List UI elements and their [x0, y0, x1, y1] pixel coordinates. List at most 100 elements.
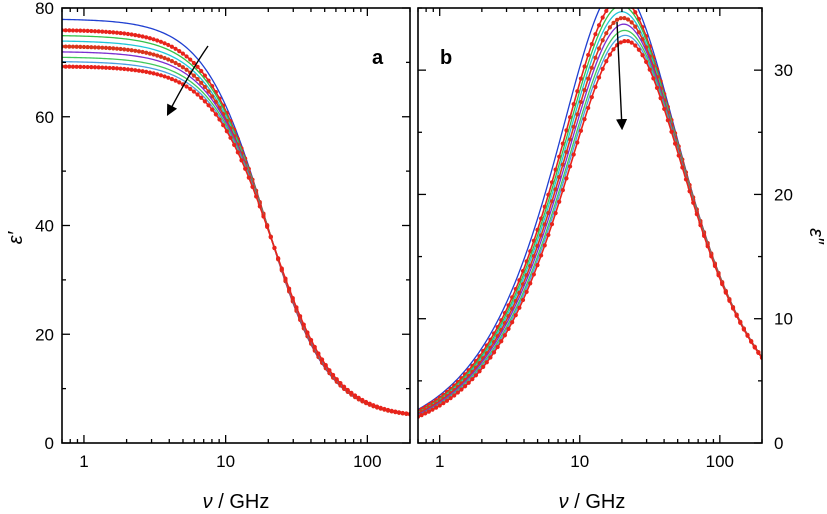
panel-a-series-4-point [118, 46, 123, 52]
panel-a-series-8-point [169, 76, 174, 82]
panel-a-series-4-point [206, 89, 211, 94]
panel-a-series-8-point [389, 408, 394, 413]
panel-a-series-1-point [92, 29, 98, 34]
panel-b-y-ticks: 0 10 20 30 [418, 7, 793, 453]
panel-b-series-1-point [619, 0, 623, 1]
panel-a-series-4-point [184, 67, 189, 72]
panel-b-series-8-point [625, 39, 631, 44]
panel-b-series-8-point [434, 405, 439, 410]
panel-b-series-1-point [567, 115, 573, 120]
panel-a-series-1-point [162, 41, 167, 46]
panel-b-series-8-point [730, 306, 736, 311]
panel-b-series-8-point [466, 380, 471, 385]
panel-a-series-8-point [232, 142, 237, 147]
panel-a-series-8-point [67, 64, 72, 69]
panel-b-series-8-point [611, 47, 616, 52]
panel-a-series-8-point [356, 395, 361, 400]
panel-b-series-4-point [586, 76, 591, 81]
panel-b-label: b [440, 47, 452, 69]
panel-a-x-tick-label: 100 [353, 452, 381, 471]
panel-a-series-8-point [338, 381, 343, 386]
panel-a-series-8-point [213, 112, 218, 117]
panel-b-series-1-point [611, 0, 615, 4]
panel-a-series-1-point [107, 29, 112, 35]
panel-a-series-4-point [147, 51, 153, 56]
panel-b-series-8-point [582, 117, 587, 122]
panel-a-series-4-point [78, 44, 83, 49]
panel-b-series-1-point [557, 154, 562, 159]
panel-a-series-4-point [85, 44, 90, 50]
panel-a-series-8-point [334, 377, 339, 382]
panel-a-x-tick-label: 10 [216, 452, 235, 471]
panel-b-series-1-point [593, 32, 598, 37]
panel-a-series-4-point [92, 45, 98, 50]
panel-a-series-8-point [261, 214, 266, 219]
panel-a-series-8-point [345, 387, 350, 393]
panel-a-series-4-line [62, 45, 410, 415]
panel-b-series-8-point [539, 253, 544, 258]
panel-b-series-8-point [651, 76, 656, 81]
panel-a-series-4-point [74, 44, 79, 49]
panel-b-x-tick-label: 100 [706, 452, 734, 471]
panel-a-series-8-point [319, 357, 325, 362]
panel-a-series-4-point [89, 45, 94, 50]
panel-b-series-8-point [698, 223, 703, 228]
panel-a-series-4-point [162, 55, 167, 61]
panel-a-ylabel: ε′ [5, 230, 27, 244]
panel-a-series-1-point [74, 28, 79, 33]
panel-b-series-1-point [560, 141, 565, 146]
panel-b-series-8-point [600, 66, 605, 71]
panel-a-series-8-point [352, 393, 358, 398]
panel-b-y-tick-label: 30 [774, 61, 793, 80]
panel-b-series-8-point [745, 333, 750, 338]
panel-a-series-8-point [224, 129, 229, 134]
panel-a-series-1-point [147, 36, 153, 41]
panel-b-series-8-point [575, 140, 580, 145]
panel-b-series-8-point [452, 393, 457, 398]
panel-b-series-8-point [640, 53, 645, 58]
panel-a-series-1-point [114, 30, 120, 35]
panel-a-series-8-point [363, 399, 369, 405]
panel-b-series-8-point [444, 398, 450, 403]
panel-a-series-4-point [100, 45, 105, 50]
panel-b-series-8-point [426, 409, 431, 414]
panel-a-series-8-point [118, 66, 123, 71]
panel-b-series-8-point [680, 165, 685, 170]
panel-b-series-8-point [633, 43, 638, 48]
panel-a-series-1-point [133, 32, 138, 38]
panel-a-series-8-point [74, 64, 79, 69]
panel-b-series-8-point [665, 118, 670, 123]
panel-a-series-4-point [173, 60, 178, 66]
panel-a-series-8-point [298, 314, 303, 319]
panel-a-series-8-point [202, 99, 207, 104]
panel-a-series-8-point [151, 71, 156, 76]
panel-a-series-8-point [155, 72, 160, 77]
panel-a: 1 10 100 0 20 40 60 80 a ε′ ν / GHz [5, 0, 411, 513]
panel-a-series-8-point [140, 69, 145, 74]
panel-a-x-tick-label: 1 [79, 452, 88, 471]
panel-a-series-8-point [63, 64, 68, 69]
panel-a-series-8-point [378, 405, 383, 410]
panel-a-series-5-line [62, 51, 410, 415]
panel-a-series-1-point [111, 30, 116, 35]
panel-b-series-4-point [629, 20, 634, 25]
panel-a-trend-arrow [166, 45, 209, 116]
panel-b-xlabel-sep: / [569, 491, 586, 513]
panel-a-series-4-point [177, 62, 182, 68]
panel-b-series-8-point [720, 282, 725, 287]
panel-a-series-1-point [177, 48, 182, 54]
panel-a-series-8-point [92, 65, 98, 70]
panel-b-series-4-point [625, 17, 631, 22]
panel-a-series-6-line [62, 56, 410, 415]
panel-b-series-4-point [578, 99, 584, 105]
panel-a-series-8-point [162, 74, 167, 79]
panel-a-series-8-point [316, 351, 321, 356]
panel-b-series-8-point [644, 59, 649, 64]
panel-a-y-ticks: 0 20 40 60 80 [35, 0, 410, 453]
panel-a-series-8-point [246, 175, 251, 180]
panel-a-series-8-point [268, 235, 273, 240]
panel-a-series-1-point [173, 46, 178, 51]
panel-a-xlabel-symbol: ν [203, 491, 213, 513]
panel-a-series-4-point [166, 57, 171, 62]
panel-a-series-8-point [330, 372, 336, 378]
